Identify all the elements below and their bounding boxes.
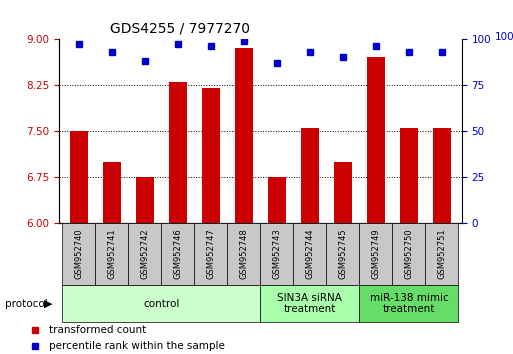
Bar	[202, 88, 220, 223]
Text: GSM952748: GSM952748	[240, 229, 248, 279]
Bar	[62, 223, 95, 285]
Bar	[425, 223, 459, 285]
Text: GSM952747: GSM952747	[206, 229, 215, 279]
Bar	[301, 128, 319, 223]
Bar	[268, 177, 286, 223]
Bar	[400, 128, 418, 223]
Bar	[103, 162, 121, 223]
Text: GSM952746: GSM952746	[173, 229, 182, 279]
Bar	[360, 223, 392, 285]
Text: SIN3A siRNA
treatment: SIN3A siRNA treatment	[278, 293, 342, 314]
Text: GSM952745: GSM952745	[339, 229, 347, 279]
Text: GSM952740: GSM952740	[74, 229, 83, 279]
Text: percentile rank within the sample: percentile rank within the sample	[49, 341, 225, 351]
Text: GSM952744: GSM952744	[305, 229, 314, 279]
Text: miR-138 mimic
treatment: miR-138 mimic treatment	[369, 293, 448, 314]
Bar	[392, 223, 425, 285]
Bar	[194, 223, 227, 285]
Bar	[261, 223, 293, 285]
Text: GSM952742: GSM952742	[141, 229, 149, 279]
Bar	[433, 128, 451, 223]
Bar	[293, 223, 326, 285]
Bar	[128, 223, 161, 285]
Bar	[261, 285, 360, 322]
Bar	[367, 57, 385, 223]
Text: GSM952743: GSM952743	[272, 229, 281, 279]
Bar	[326, 223, 360, 285]
Bar	[227, 223, 261, 285]
Text: control: control	[143, 298, 180, 309]
Bar	[235, 48, 253, 223]
Bar	[95, 223, 128, 285]
Bar	[169, 82, 187, 223]
Bar	[161, 223, 194, 285]
Bar	[360, 285, 459, 322]
Text: GSM952751: GSM952751	[438, 229, 446, 279]
Text: transformed count: transformed count	[49, 325, 147, 335]
Text: GSM952749: GSM952749	[371, 229, 380, 279]
Bar	[70, 131, 88, 223]
Text: GSM952741: GSM952741	[107, 229, 116, 279]
Text: GSM952750: GSM952750	[404, 229, 413, 279]
Y-axis label: 100%: 100%	[495, 32, 513, 41]
Text: protocol: protocol	[5, 298, 48, 309]
Bar	[136, 177, 154, 223]
Text: GDS4255 / 7977270: GDS4255 / 7977270	[110, 21, 249, 35]
Text: ▶: ▶	[44, 298, 52, 309]
Bar	[334, 162, 352, 223]
Bar	[62, 285, 261, 322]
